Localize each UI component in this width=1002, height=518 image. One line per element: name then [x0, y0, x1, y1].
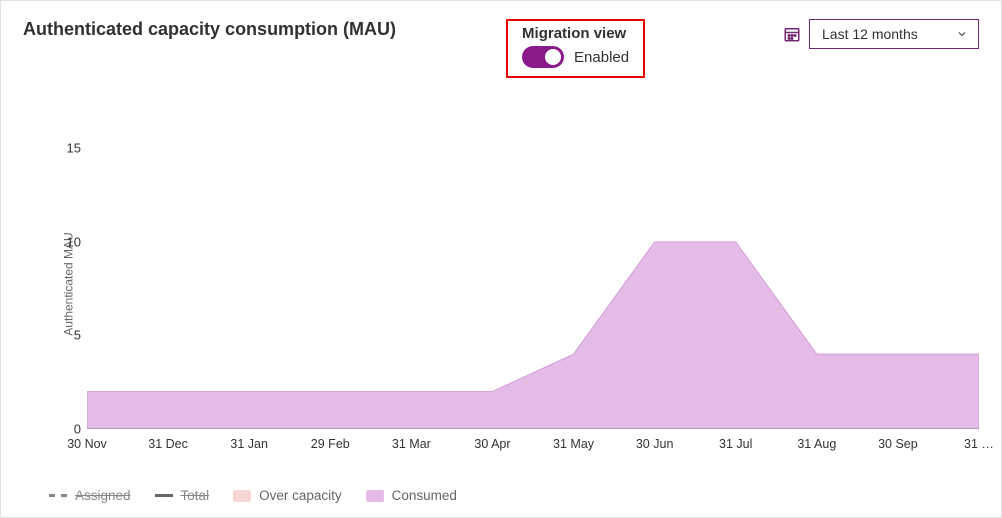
x-tick: 31 Jul [719, 437, 752, 451]
legend-item-over[interactable]: Over capacity [233, 488, 342, 503]
legend-swatch [366, 490, 384, 502]
capacity-card: Authenticated capacity consumption (MAU)… [0, 0, 1002, 518]
chevron-down-icon [956, 28, 968, 40]
chart-title: Authenticated capacity consumption (MAU) [23, 19, 396, 40]
legend-swatch [49, 494, 67, 497]
area-chart-svg [87, 111, 979, 429]
y-tick: 5 [53, 328, 81, 343]
x-tick: 31 May [553, 437, 594, 451]
legend-item-consumed[interactable]: Consumed [366, 488, 457, 503]
y-tick: 10 [53, 234, 81, 249]
period-dropdown[interactable]: Last 12 months [809, 19, 979, 49]
x-tick: 31 Jan [230, 437, 268, 451]
migration-toggle[interactable] [522, 46, 564, 68]
x-tick: 31 Dec [148, 437, 188, 451]
x-tick: 30 Nov [67, 437, 107, 451]
legend-item-assigned[interactable]: Assigned [49, 488, 131, 503]
legend-swatch [155, 494, 173, 497]
period-controls: Last 12 months [783, 19, 979, 49]
toggle-knob [545, 49, 561, 65]
x-tick: 30 Sep [878, 437, 918, 451]
consumed-area [87, 242, 979, 429]
x-tick: 31 Mar [392, 437, 431, 451]
y-tick: 15 [53, 141, 81, 156]
legend-label: Assigned [75, 488, 131, 503]
x-tick: 29 Feb [311, 437, 350, 451]
migration-toggle-row: Enabled [522, 46, 629, 68]
migration-toggle-state: Enabled [574, 49, 629, 66]
plot-region: 05101530 Nov31 Dec31 Jan29 Feb31 Mar30 A… [87, 111, 979, 429]
migration-view-label: Migration view [522, 25, 629, 42]
calendar-icon [783, 25, 801, 43]
legend-label: Consumed [392, 488, 457, 503]
legend-swatch [233, 490, 251, 502]
y-tick: 0 [53, 422, 81, 437]
x-tick: 30 Apr [474, 437, 510, 451]
x-tick: 31 … [964, 437, 994, 451]
migration-view-box: Migration view Enabled [506, 19, 645, 78]
legend: Assigned Total Over capacity Consumed [49, 488, 457, 503]
period-value: Last 12 months [822, 26, 918, 42]
legend-item-total[interactable]: Total [155, 488, 210, 503]
legend-label: Total [181, 488, 210, 503]
header-row: Authenticated capacity consumption (MAU)… [23, 19, 979, 78]
x-tick: 30 Jun [636, 437, 674, 451]
chart-area: Authenticated MAU 05101530 Nov31 Dec31 J… [23, 111, 979, 457]
x-tick: 31 Aug [797, 437, 836, 451]
legend-label: Over capacity [259, 488, 342, 503]
